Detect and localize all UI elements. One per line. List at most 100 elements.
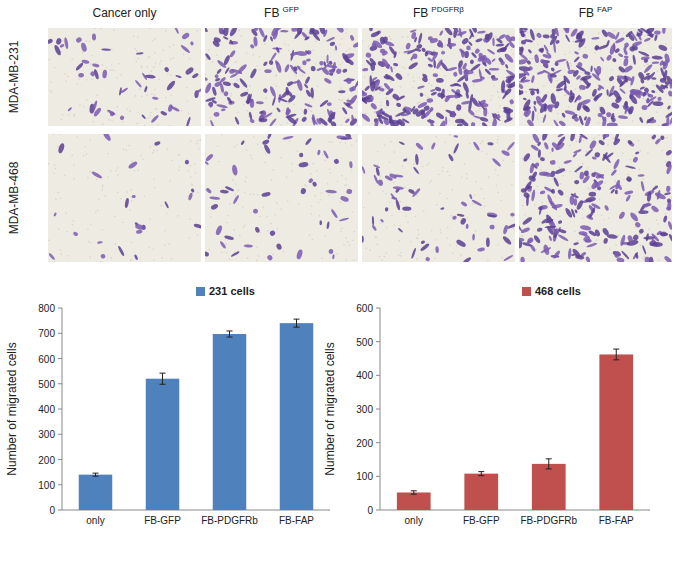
pore	[140, 155, 142, 157]
pore	[511, 49, 513, 51]
pore	[321, 56, 323, 58]
pore	[495, 169, 497, 171]
pore	[196, 30, 198, 32]
stained-cell	[426, 98, 433, 104]
pore	[107, 176, 109, 178]
stained-cell	[335, 28, 345, 34]
micrograph-background	[205, 134, 358, 262]
stained-cell	[362, 68, 368, 72]
column-label-text: FB	[264, 6, 279, 20]
pore	[100, 28, 102, 30]
pore	[87, 229, 89, 231]
stained-cell	[487, 212, 498, 218]
stained-cell	[456, 104, 462, 111]
micrograph-background	[362, 134, 515, 262]
stained-cell	[431, 51, 439, 61]
stained-cell	[486, 238, 490, 248]
stained-cell	[185, 116, 191, 126]
pore	[310, 173, 312, 175]
pore	[53, 172, 55, 174]
pore	[66, 231, 68, 233]
pore	[554, 196, 556, 198]
pore	[415, 216, 417, 218]
stained-cell	[296, 28, 303, 35]
stained-cell	[659, 232, 668, 236]
stained-cell	[556, 135, 566, 146]
pore	[319, 215, 321, 217]
pore	[565, 95, 567, 97]
pore	[402, 66, 404, 68]
stained-cell	[479, 116, 488, 122]
stained-cell	[453, 143, 460, 155]
stained-cell	[489, 224, 495, 229]
pore	[524, 214, 526, 216]
column-label: FBFAP	[579, 5, 612, 20]
stained-cell	[501, 80, 506, 92]
stained-cell	[181, 32, 191, 41]
stained-cell	[430, 91, 437, 96]
pore	[444, 45, 446, 47]
stained-cell	[75, 36, 83, 43]
pore	[287, 44, 289, 46]
stained-cell	[296, 249, 304, 260]
pore	[248, 116, 250, 118]
pore	[446, 198, 448, 200]
stained-cell	[484, 68, 492, 76]
pore	[378, 39, 380, 41]
pore	[379, 222, 381, 224]
stained-cell	[618, 211, 626, 220]
pore	[275, 214, 277, 216]
stained-cell	[667, 105, 672, 110]
column-label-superscript: GFP	[282, 5, 298, 14]
stained-cell	[395, 199, 401, 211]
pore	[190, 165, 192, 167]
stained-cell	[284, 64, 290, 73]
stained-cell	[413, 166, 420, 174]
pore	[345, 237, 347, 239]
stained-cell	[534, 54, 540, 64]
pore	[487, 77, 489, 79]
pore	[276, 74, 278, 76]
stained-cell	[234, 116, 240, 125]
stained-cell	[650, 205, 659, 214]
stained-cell	[623, 49, 628, 55]
pore	[347, 98, 349, 100]
pore	[277, 228, 279, 230]
pore	[615, 181, 617, 183]
stained-cell	[262, 87, 268, 93]
pore	[128, 145, 130, 147]
pore	[419, 77, 421, 79]
pore	[238, 203, 240, 205]
column-label-text: Cancer only	[92, 6, 156, 20]
pore	[160, 60, 162, 62]
stained-cell	[135, 79, 143, 88]
stained-cell	[588, 230, 597, 237]
pore	[501, 257, 503, 259]
stained-cell	[522, 216, 534, 226]
stained-cell	[216, 68, 222, 75]
stained-cell	[529, 28, 536, 41]
pore	[115, 170, 117, 172]
pore	[442, 167, 444, 169]
pore	[324, 59, 326, 61]
stained-cell	[415, 142, 424, 151]
stained-cell	[573, 149, 582, 155]
stained-cell	[306, 58, 311, 61]
pore	[650, 57, 652, 59]
stained-cell	[535, 162, 539, 166]
stained-cell	[618, 115, 628, 120]
pore	[106, 66, 108, 68]
stained-cell	[606, 122, 617, 126]
pore	[346, 28, 348, 30]
pore	[153, 150, 155, 152]
pore	[126, 108, 128, 110]
stained-cell	[500, 60, 506, 66]
stained-cell	[382, 118, 390, 126]
pore	[49, 90, 51, 92]
stained-cell	[57, 142, 65, 154]
pore	[72, 224, 74, 226]
pore	[136, 50, 138, 52]
stained-cell	[214, 112, 220, 117]
pore	[186, 87, 188, 89]
stained-cell	[550, 160, 556, 165]
